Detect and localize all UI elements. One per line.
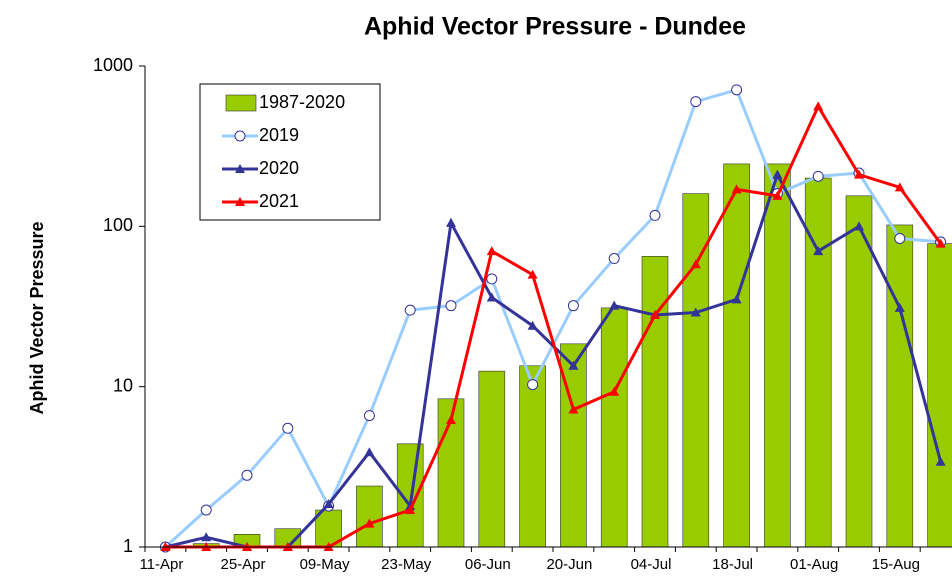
point bbox=[731, 294, 742, 304]
point bbox=[364, 447, 375, 457]
chart-title: Aphid Vector Pressure - Dundee bbox=[364, 13, 746, 41]
point bbox=[935, 238, 946, 248]
point bbox=[568, 404, 579, 414]
x-tick-label: 04-Jul bbox=[631, 556, 672, 573]
point bbox=[649, 209, 661, 221]
point bbox=[486, 292, 497, 302]
point bbox=[241, 469, 253, 481]
point bbox=[813, 101, 824, 111]
point bbox=[690, 259, 701, 269]
y-tick-label: 100 bbox=[103, 215, 133, 235]
point bbox=[486, 273, 498, 285]
x-tick-label: 01-Aug bbox=[790, 556, 838, 573]
point bbox=[282, 422, 294, 434]
point bbox=[894, 232, 906, 244]
point bbox=[200, 504, 212, 516]
x-tick-label: 23-May bbox=[381, 556, 432, 573]
bar bbox=[845, 195, 873, 548]
bar bbox=[764, 163, 791, 548]
point bbox=[609, 386, 620, 396]
point bbox=[567, 300, 579, 312]
point bbox=[772, 169, 783, 179]
point bbox=[363, 410, 375, 422]
point bbox=[813, 246, 824, 256]
x-tick-label: 20-Jun bbox=[546, 556, 592, 573]
bar bbox=[600, 307, 628, 548]
point bbox=[854, 221, 864, 231]
point bbox=[446, 414, 456, 424]
bar bbox=[723, 163, 750, 548]
legend-label: 1987-2020 bbox=[259, 92, 345, 112]
y-tick-label: 1 bbox=[123, 536, 133, 556]
point bbox=[650, 309, 660, 319]
point bbox=[609, 300, 620, 310]
bar bbox=[478, 370, 506, 548]
point bbox=[690, 96, 702, 108]
point bbox=[404, 304, 416, 316]
point bbox=[568, 360, 579, 370]
point bbox=[731, 84, 743, 96]
y-tick-label: 1000 bbox=[93, 55, 133, 75]
x-tick-label: 11-Apr bbox=[139, 556, 183, 573]
legend-label: 2019 bbox=[259, 125, 299, 145]
point bbox=[446, 217, 456, 227]
point bbox=[812, 170, 824, 182]
legend-marker bbox=[235, 164, 245, 173]
point bbox=[486, 246, 497, 256]
legend-marker bbox=[234, 130, 246, 142]
legend-label: 2021 bbox=[259, 191, 299, 211]
point bbox=[527, 269, 538, 279]
bar bbox=[886, 224, 914, 548]
x-tick-label: 18-Jul bbox=[712, 556, 753, 573]
legend-swatch bbox=[225, 94, 257, 112]
point bbox=[527, 379, 539, 391]
bar bbox=[927, 243, 952, 548]
y-axis-label: Aphid Vector Pressure bbox=[27, 221, 47, 414]
point bbox=[445, 300, 457, 312]
bar bbox=[356, 485, 383, 548]
point bbox=[854, 169, 864, 179]
bar bbox=[804, 177, 832, 548]
x-tick-label: 25-Apr bbox=[220, 556, 265, 573]
point bbox=[894, 302, 905, 312]
bar bbox=[682, 193, 710, 548]
point bbox=[527, 320, 538, 330]
point bbox=[608, 253, 620, 265]
point bbox=[323, 499, 334, 509]
point bbox=[731, 184, 742, 194]
point bbox=[201, 532, 212, 542]
bar bbox=[519, 365, 546, 548]
point bbox=[405, 505, 416, 515]
x-tick-label: 09-May bbox=[300, 556, 351, 573]
y-tick-label: 10 bbox=[113, 375, 133, 395]
legend-label: 2020 bbox=[259, 158, 299, 178]
point bbox=[690, 307, 701, 317]
x-tick-label: 06-Jun bbox=[465, 556, 511, 573]
point bbox=[364, 518, 375, 528]
point bbox=[772, 190, 783, 200]
point bbox=[894, 182, 905, 192]
bar bbox=[641, 256, 669, 548]
legend-marker bbox=[235, 197, 245, 206]
point bbox=[935, 456, 946, 466]
x-tick-label: 15-Aug bbox=[872, 556, 920, 573]
